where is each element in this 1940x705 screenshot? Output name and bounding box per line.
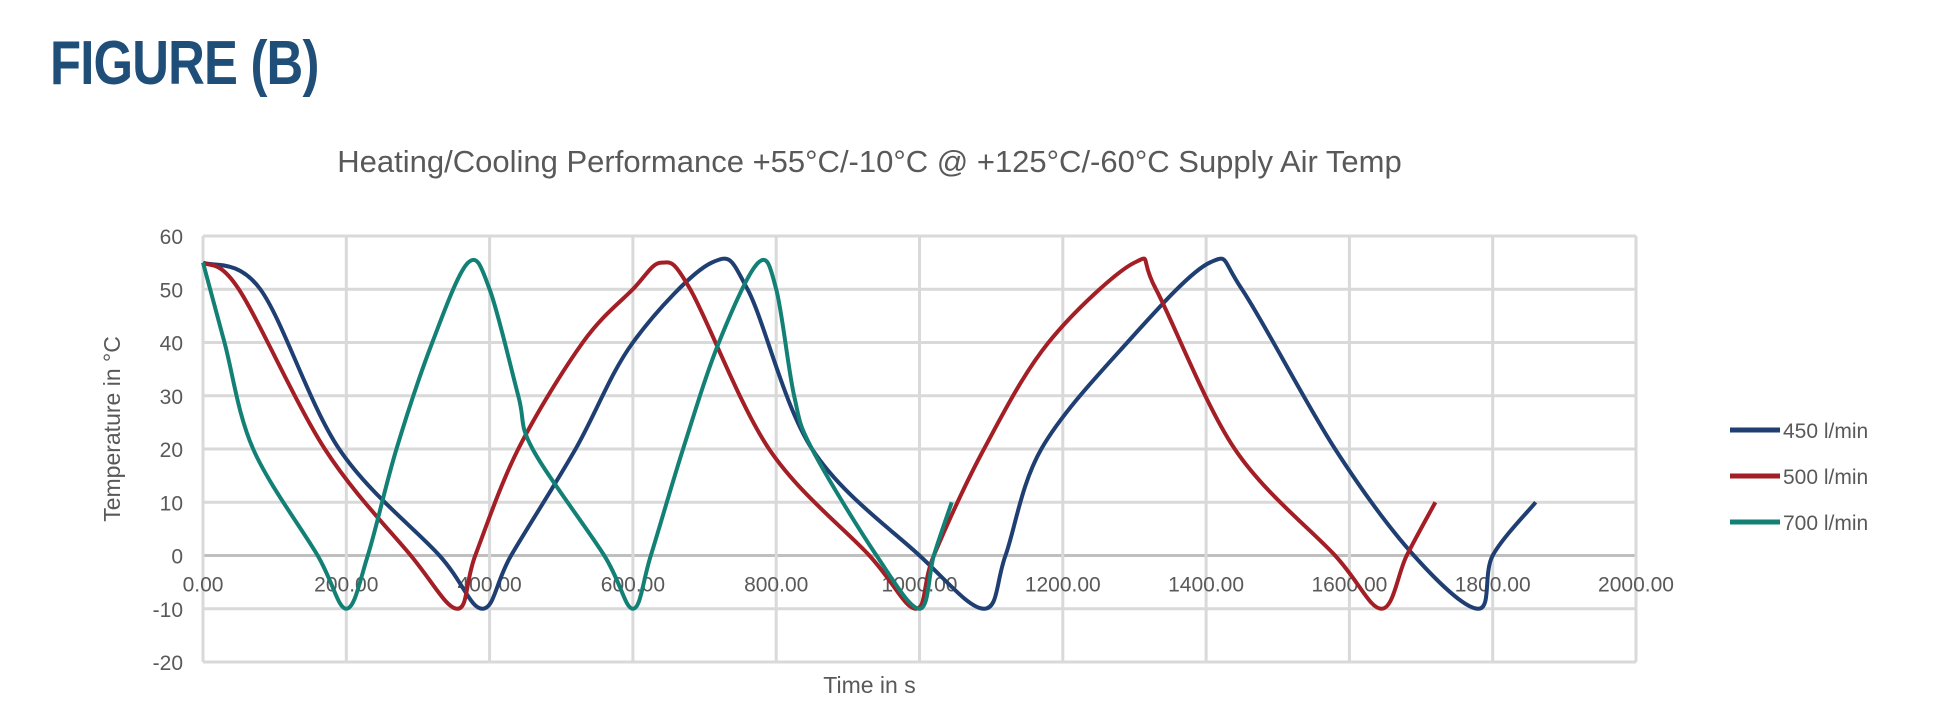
legend-label: 450 l/min: [1783, 420, 1868, 443]
x-tick-label: 1600.00: [1311, 574, 1387, 597]
series-line-500-l-min: [201, 256, 1438, 611]
x-tick-label: 1400.00: [1168, 574, 1244, 597]
legend-label: 700 l/min: [1783, 512, 1868, 535]
x-tick-label: 400.00: [457, 574, 521, 597]
y-tick-label: 50: [160, 279, 183, 302]
y-tick-label: -20: [153, 652, 183, 675]
x-tick-label: 600.00: [601, 574, 665, 597]
y-tick-label: 60: [160, 226, 183, 249]
y-tick-label: 20: [160, 439, 183, 462]
x-tick-label: 0.00: [183, 574, 224, 597]
chart-title: Heating/Cooling Performance +55°C/-10°C …: [337, 144, 1401, 179]
y-tick-label: 40: [160, 333, 183, 356]
legend-label: 500 l/min: [1783, 466, 1868, 489]
figure-label: FIGURE (B): [50, 29, 319, 98]
y-tick-label: -10: [153, 599, 183, 622]
x-tick-label: 1800.00: [1455, 574, 1531, 597]
y-tick-label: 0: [171, 546, 183, 569]
series-line-450-l-min: [202, 256, 1538, 611]
y-axis-label: Temperature in °C: [99, 336, 125, 522]
x-tick-label: 2000.00: [1598, 574, 1674, 597]
x-tick-label: 800.00: [744, 574, 808, 597]
x-tick-label: 200.00: [314, 574, 378, 597]
y-tick-label: 10: [160, 492, 183, 515]
x-tick-label: 1200.00: [1025, 574, 1101, 597]
series-line-700-l-min: [201, 257, 954, 611]
y-tick-label: 30: [160, 386, 183, 409]
x-axis-label: Time in s: [823, 672, 915, 698]
